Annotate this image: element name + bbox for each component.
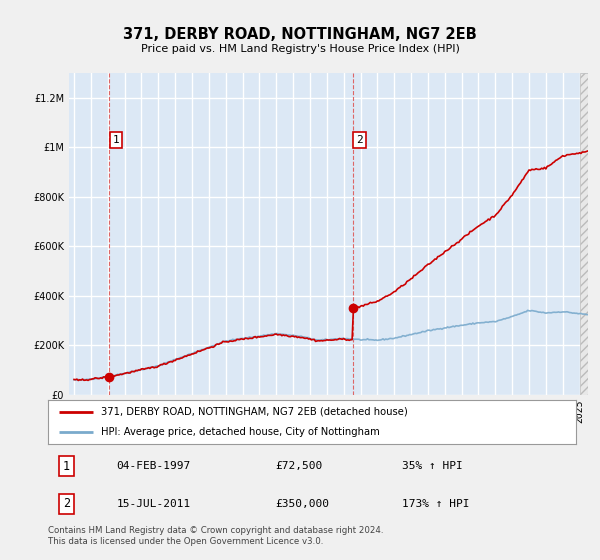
Text: 2: 2: [63, 497, 70, 510]
Text: 371, DERBY ROAD, NOTTINGHAM, NG7 2EB (detached house): 371, DERBY ROAD, NOTTINGHAM, NG7 2EB (de…: [101, 407, 407, 417]
Text: 173% ↑ HPI: 173% ↑ HPI: [402, 499, 469, 508]
Text: £72,500: £72,500: [275, 461, 322, 471]
Text: Price paid vs. HM Land Registry's House Price Index (HPI): Price paid vs. HM Land Registry's House …: [140, 44, 460, 54]
Text: 1: 1: [63, 460, 70, 473]
Text: £350,000: £350,000: [275, 499, 329, 508]
Text: HPI: Average price, detached house, City of Nottingham: HPI: Average price, detached house, City…: [101, 427, 380, 437]
Text: Contains HM Land Registry data © Crown copyright and database right 2024.
This d: Contains HM Land Registry data © Crown c…: [48, 526, 383, 546]
Text: 1: 1: [113, 135, 119, 144]
Text: 15-JUL-2011: 15-JUL-2011: [116, 499, 191, 508]
Text: 2: 2: [356, 135, 363, 144]
Text: 04-FEB-1997: 04-FEB-1997: [116, 461, 191, 471]
Text: 371, DERBY ROAD, NOTTINGHAM, NG7 2EB: 371, DERBY ROAD, NOTTINGHAM, NG7 2EB: [123, 27, 477, 42]
Text: 35% ↑ HPI: 35% ↑ HPI: [402, 461, 463, 471]
